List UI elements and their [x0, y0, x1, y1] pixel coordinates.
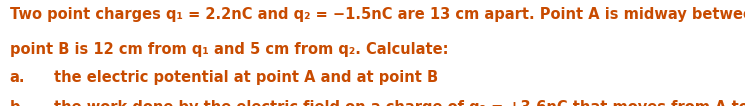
Text: a.: a.	[10, 70, 25, 85]
Text: b.: b.	[10, 100, 26, 106]
Text: point B is 12 cm from q₁ and 5 cm from q₂. Calculate:: point B is 12 cm from q₁ and 5 cm from q…	[10, 42, 448, 57]
Text: the electric potential at point A and at point B: the electric potential at point A and at…	[54, 70, 438, 85]
Text: the work done by the electric field on a charge of q₃ = +3.6nC that moves from A: the work done by the electric field on a…	[54, 100, 745, 106]
Text: Two point charges q₁ = 2.2nC and q₂ = −1.5nC are 13 cm apart. Point A is midway : Two point charges q₁ = 2.2nC and q₂ = −1…	[10, 7, 745, 22]
